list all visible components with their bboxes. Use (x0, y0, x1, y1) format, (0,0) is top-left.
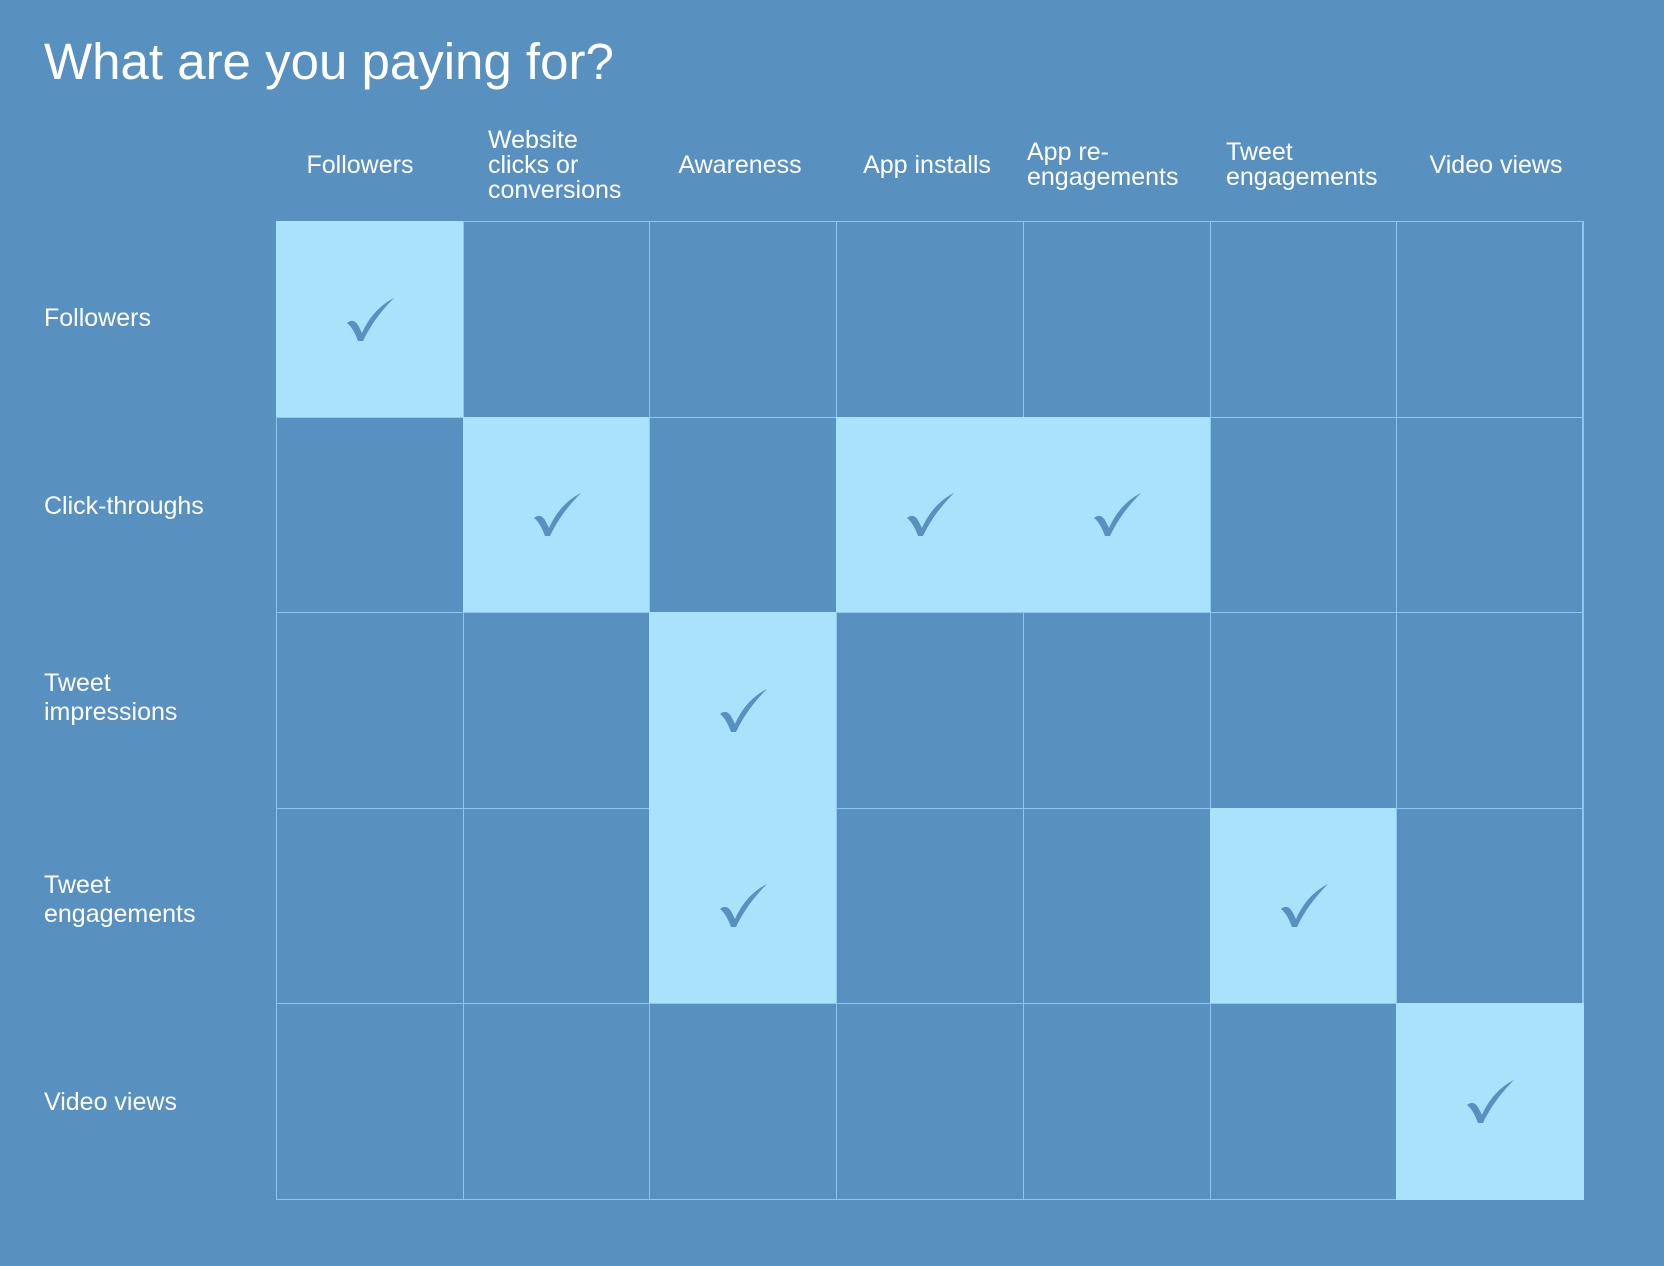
row-header-line: Followers (44, 303, 151, 332)
check-icon (531, 492, 583, 538)
check-icon (717, 883, 769, 929)
column-header-video-views: Video views (1411, 120, 1581, 210)
matrix-cell-click-throughs-followers (276, 417, 464, 613)
matrix-cell-tweet-engagements-followers (276, 808, 464, 1004)
matrix-cell-click-throughs-awareness (649, 417, 837, 613)
matrix-cell-video-views-app-installs (836, 1003, 1024, 1200)
matrix-cell-video-views-followers (276, 1003, 464, 1200)
check-icon (904, 492, 956, 538)
page-title: What are you paying for? (44, 33, 614, 90)
matrix-cell-followers-app-re-engagements (1023, 221, 1211, 418)
matrix-cell-video-views-video-views (1396, 1003, 1584, 1200)
row-header-followers: Followers (44, 304, 264, 333)
column-header-line: Followers (306, 150, 414, 179)
row-header-line: Click-throughs (44, 491, 204, 520)
matrix-cell-tweet-impressions-app-installs (836, 612, 1024, 809)
matrix-cell-followers-website-clicks-or-conversions (463, 221, 650, 418)
matrix-cell-followers-tweet-engagements (1210, 221, 1397, 418)
check-icon (1091, 492, 1143, 538)
matrix-grid (276, 221, 1584, 1200)
matrix-cell-followers-awareness (649, 221, 837, 418)
matrix-cell-click-throughs-app-re-engagements (1023, 417, 1211, 613)
column-header-line: App installs (863, 150, 991, 179)
row-header-line: engagements (44, 900, 196, 928)
row-header-line: Tweet (44, 669, 111, 697)
matrix-cell-tweet-engagements-website-clicks-or-conversions (463, 808, 650, 1004)
matrix-cell-tweet-engagements-app-re-engagements (1023, 808, 1211, 1004)
check-icon (717, 688, 769, 734)
column-header-followers: Followers (275, 120, 445, 210)
column-header-tweet-engagements: Tweet engagements (1226, 120, 1396, 210)
matrix-cell-tweet-impressions-followers (276, 612, 464, 809)
column-header-line: Awareness (678, 150, 802, 179)
column-header-line: Video views (1429, 150, 1563, 179)
row-header-line: Tweet (44, 871, 111, 899)
row-header-line: Video views (44, 1087, 177, 1116)
matrix-cell-tweet-engagements-tweet-engagements (1210, 808, 1397, 1004)
matrix-cell-tweet-impressions-website-clicks-or-conversions (463, 612, 650, 809)
column-header-line: Tweet (1226, 138, 1293, 166)
matrix-cell-click-throughs-tweet-engagements (1210, 417, 1397, 613)
check-icon (1278, 883, 1330, 929)
matrix-cell-video-views-tweet-engagements (1210, 1003, 1397, 1200)
matrix-cell-tweet-engagements-video-views (1396, 808, 1584, 1004)
matrix-cell-followers-app-installs (836, 221, 1024, 418)
row-header-video-views: Video views (44, 1088, 264, 1117)
matrix-cell-click-throughs-website-clicks-or-conversions (463, 417, 650, 613)
matrix-cell-tweet-impressions-app-re-engagements (1023, 612, 1211, 809)
row-header-click-throughs: Click-throughs (44, 492, 264, 521)
column-header-line: clicks or (488, 150, 579, 179)
matrix-cell-followers-video-views (1396, 221, 1584, 418)
row-header-tweet-impressions: Tweet impressions (44, 669, 264, 727)
matrix-cell-video-views-awareness (649, 1003, 837, 1200)
matrix-cell-click-throughs-video-views (1396, 417, 1584, 613)
check-icon (1464, 1079, 1516, 1125)
matrix-cell-tweet-impressions-awareness (649, 612, 837, 809)
row-header-tweet-engagements: Tweet engagements (44, 871, 264, 929)
matrix-cell-video-views-website-clicks-or-conversions (463, 1003, 650, 1200)
column-header-app-installs: App installs (842, 120, 1012, 210)
matrix-cell-tweet-impressions-video-views (1396, 612, 1584, 809)
check-icon (344, 297, 396, 343)
column-header-line: Website (488, 125, 578, 154)
matrix-cell-followers-followers (276, 221, 464, 418)
row-header-line: impressions (44, 698, 178, 726)
column-header-app-re-engagements: App re-engagements (1027, 120, 1197, 210)
column-header-line: engagements (1226, 163, 1378, 191)
matrix-cell-tweet-impressions-tweet-engagements (1210, 612, 1397, 809)
matrix-cell-video-views-app-re-engagements (1023, 1003, 1211, 1200)
matrix-cell-click-throughs-app-installs (836, 417, 1024, 613)
column-header-website-clicks-or-conversions: Website clicks or conversions (488, 120, 658, 210)
column-header-awareness: Awareness (655, 120, 825, 210)
column-header-line: conversions (488, 175, 622, 204)
column-header-line: engagements (1027, 163, 1179, 191)
column-header-line: App re- (1027, 138, 1109, 166)
matrix-cell-tweet-engagements-awareness (649, 808, 837, 1004)
matrix-cell-tweet-engagements-app-installs (836, 808, 1024, 1004)
